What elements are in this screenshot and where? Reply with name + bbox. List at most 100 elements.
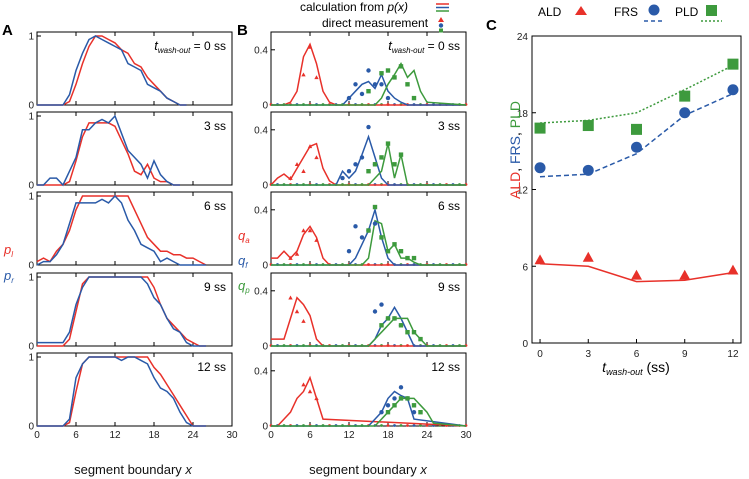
panel-b-point-q-a	[307, 144, 313, 149]
panel-b-point-q-a	[294, 162, 300, 167]
panel-a-xtick-label: 18	[148, 430, 160, 441]
panel-b-time-label: 12 ss	[431, 360, 460, 374]
panel-c-point-pld	[534, 122, 546, 134]
panel-b-point-q-p	[411, 403, 417, 408]
panel-a-time-label: twash-out = 0 ss	[154, 38, 226, 55]
panel-c-point-frs	[534, 162, 546, 174]
panel-b-baseline-point	[399, 424, 403, 427]
legend-c-ald: ALD	[538, 5, 562, 19]
panel-b-point-q-a	[288, 295, 293, 300]
panel-b-frame	[270, 111, 467, 186]
panel-letter-c: C	[486, 17, 497, 34]
panel-b-point-q-p	[405, 330, 410, 335]
key-marker-circle	[438, 23, 444, 28]
panel-b-subplot: 0 0.4 3 ss	[254, 111, 468, 192]
panel-b-ytick-label: 0	[262, 422, 268, 433]
panel-c-ytick-label: 0	[522, 339, 528, 350]
panel-b-point-q-a	[301, 169, 306, 173]
panel-b-baseline-point	[393, 424, 396, 427]
panel-b-point-q-p	[411, 95, 417, 101]
legend-q-a: qa	[238, 228, 250, 245]
panel-b-point-q-f	[359, 235, 365, 240]
panel-b-ytick-label: 0	[262, 342, 268, 353]
panel-b-xtick-label: 0	[268, 430, 274, 441]
panel-c-ylabel: ALD, FRS, PLD	[507, 101, 523, 199]
panel-b-frame	[270, 272, 467, 347]
panel-b-ytick-label: 0.4	[254, 205, 268, 216]
panel-c-frame	[531, 35, 742, 344]
panel-a-ytick-label: 0	[28, 261, 34, 272]
panel-c-xtick-label: 12	[727, 349, 739, 360]
panel-c-fit-ald	[539, 262, 734, 283]
panel-b-point-q-p	[405, 82, 410, 87]
panel-b-point-q-p	[385, 249, 391, 254]
panel-b-point-q-p	[379, 71, 384, 76]
panel-b-point-q-f	[385, 95, 391, 101]
panel-b-key: calculation from p(x) direct measurement	[300, 0, 449, 33]
panel-c-point-frs	[727, 84, 739, 96]
panel-b-line-q-a	[270, 142, 466, 186]
panel-b-line-q-f	[271, 390, 467, 427]
panel-c-point-ald	[727, 264, 739, 275]
panel-b-point-q-p	[366, 89, 371, 94]
key-calc-label: calculation from p(x)	[300, 0, 408, 14]
panel-b-line-q-p	[271, 397, 467, 427]
panel-b-point-q-p	[392, 403, 397, 408]
panel-b-point-q-a	[294, 251, 300, 256]
panel-b-line-q-f	[271, 134, 466, 186]
panel-c-xtick-label: 6	[634, 349, 640, 360]
panel-a-subplot: 0 1 6 ss	[28, 191, 233, 272]
legend-q-f: qf	[238, 253, 248, 270]
panel-a-line-p-l	[37, 356, 206, 427]
panel-a-xlabel: segment boundary x	[74, 462, 192, 477]
panel-b-point-q-f	[379, 302, 384, 307]
panel-b-point-q-a	[307, 228, 313, 233]
panel-b-point-q-p	[379, 155, 384, 160]
panel-b-point-q-p	[372, 162, 378, 167]
panel-a-frame	[36, 352, 233, 427]
panel-b-point-q-a	[294, 309, 300, 314]
panel-a-time-label: 12 ss	[197, 360, 226, 374]
panel-b-point-q-f	[353, 224, 358, 229]
panel-b-ytick-label: 0.4	[254, 366, 268, 377]
panel-b-point-q-a	[301, 318, 306, 323]
panel-b-point-q-f	[392, 396, 397, 401]
panel-b: 0 0.4 twash-out = 0 ss 0 0.4 3 ss 0 0.4 6 ss 0 0.4…	[254, 31, 472, 441]
panel-b-point-q-f	[379, 410, 384, 415]
panel-b-point-q-a	[314, 75, 319, 80]
panel-a-subplot: 0 1 3 ss	[28, 111, 233, 192]
panel-b-point-q-f	[353, 162, 358, 167]
panel-c-legend: ALD FRS PLD	[538, 4, 722, 22]
panel-c-ytick-label: 18	[517, 109, 529, 120]
panel-b-ytick-label: 0.4	[254, 125, 268, 136]
panel-b-point-q-f	[346, 95, 352, 101]
panel-a-line-p-r	[36, 194, 206, 266]
panel-b-xtick-label: 30	[460, 430, 472, 441]
panel-b-point-q-p	[418, 336, 423, 342]
panel-letter-b: B	[237, 22, 248, 39]
panel-b-point-q-p	[392, 162, 397, 167]
panel-a-ytick-label: 0	[28, 101, 34, 112]
panel-b-baseline-point	[419, 424, 422, 427]
panel-a-line-p-r	[37, 276, 206, 347]
panel-b-point-q-p	[366, 228, 371, 233]
panel-b-ytick-label: 0	[262, 181, 268, 192]
panel-b-point-q-p	[418, 410, 423, 415]
panel-a-ytick-label: 1	[28, 273, 34, 284]
panel-b-line-q-f	[271, 206, 466, 266]
panel-a-subplot: 0 1 twash-out = 0 ss	[28, 31, 233, 112]
panel-b-point-q-f	[372, 309, 378, 314]
panel-c-point-pld	[631, 123, 642, 135]
panel-b-subplot: 0 0.4 6 ss	[254, 191, 468, 272]
panel-b-point-q-p	[385, 141, 391, 146]
panel-b-time-label: 6 ss	[438, 199, 460, 213]
panel-b-point-q-a	[301, 382, 306, 387]
panel-b-point-q-p	[385, 68, 391, 73]
panel-b-point-q-f	[346, 249, 352, 254]
panel-b-point-q-a	[307, 44, 313, 49]
panel-c-ytick-label: 24	[517, 32, 529, 43]
panel-a-time-label: 3 ss	[204, 119, 226, 133]
panel-c-ytick-label: 6	[522, 262, 528, 273]
